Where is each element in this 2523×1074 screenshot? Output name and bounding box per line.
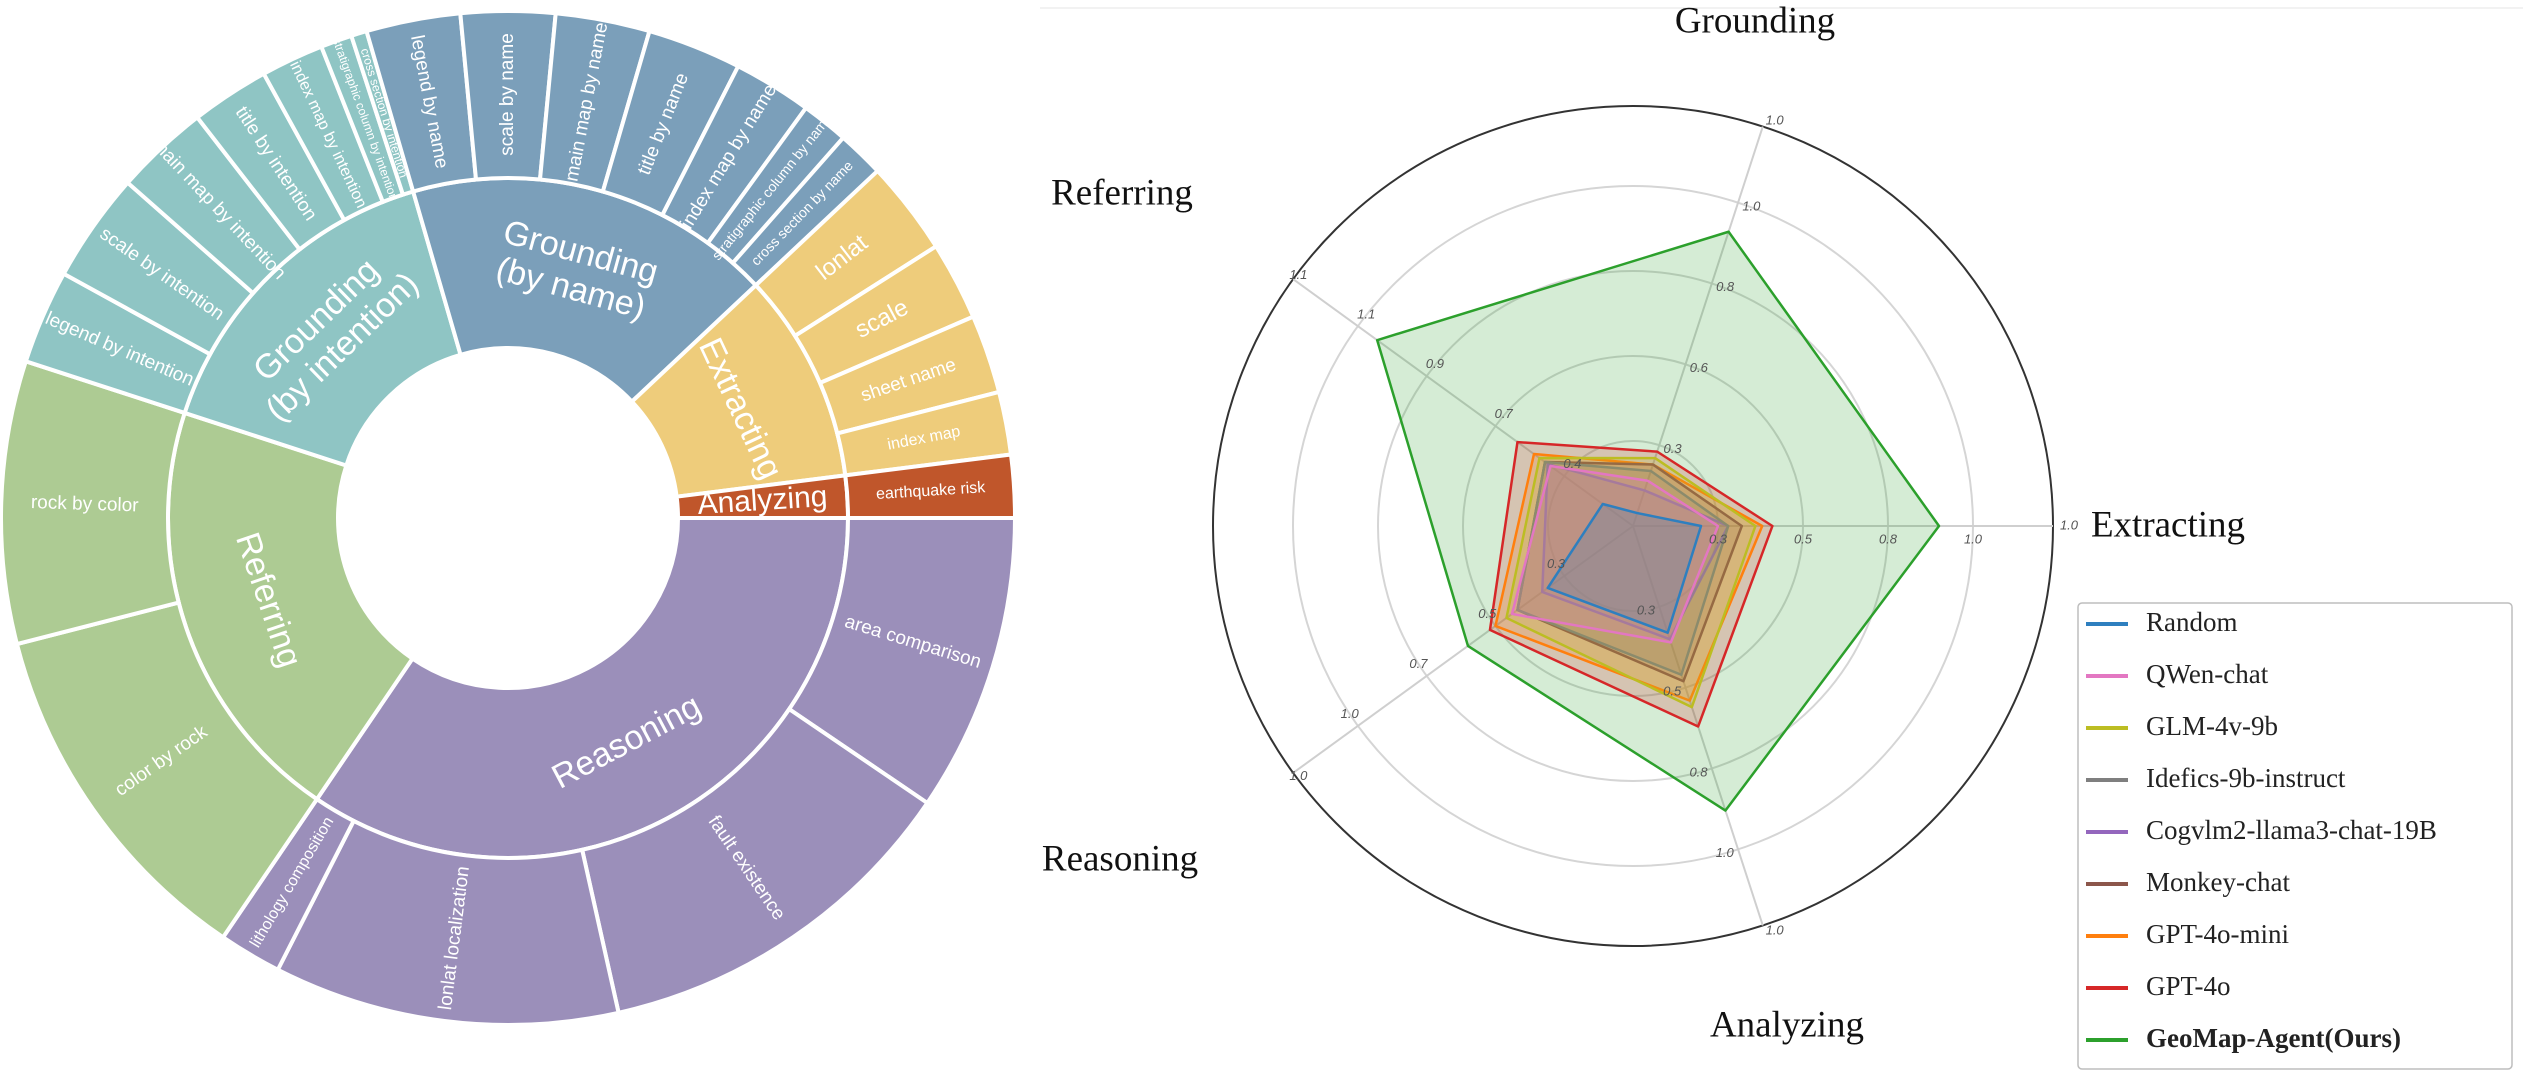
radar-tick-label: 0.5: [1794, 531, 1813, 546]
radar-tick-label: 1.0: [1716, 845, 1735, 860]
legend-label-geomap-agent-ours: GeoMap-Agent(Ours): [2146, 1023, 2401, 1053]
radar-tick-label: 0.3: [1664, 441, 1683, 456]
sunburst-inner-label-line: Analyzing: [696, 480, 828, 521]
legend-label-cogvlm2-llama3-chat-19b: Cogvlm2-llama3-chat-19B: [2146, 815, 2437, 845]
radar-tick-label: 0.8: [1716, 279, 1735, 294]
radar-series-qwen-chat: [1510, 464, 1720, 644]
radar-tick-label: 1.0: [2060, 517, 2079, 532]
radar-tick-label: 0.8: [1689, 764, 1708, 779]
radar-tick-label: 0.7: [1409, 656, 1428, 671]
radar-axis-label-grounding: Grounding: [1675, 0, 1835, 41]
radar-series-gpt-4o-mini: [1494, 452, 1764, 702]
radar-spoke-reasoning: [1292, 525, 1634, 774]
radar-tick-label: 1.0: [1766, 112, 1785, 127]
radar-axis-label-reasoning: Reasoning: [1042, 838, 1198, 879]
radar-axis-label-referring: Referring: [1051, 172, 1193, 213]
radar-tick-label: 1.0: [1964, 531, 1983, 546]
radar-spoke-grounding: [1632, 126, 1764, 527]
legend-label-monkey-chat: Monkey-chat: [2146, 867, 2290, 897]
sunburst-inner-label: Analyzing: [696, 480, 828, 521]
radar-tick-label: 1.1: [1357, 306, 1375, 321]
legend-label-idefics-9b-instruct: Idefics-9b-instruct: [2146, 763, 2346, 793]
radar-tick-label: 0.6: [1690, 360, 1709, 375]
radar-spoke-referring: [1292, 278, 1634, 527]
sunburst-outer-earthquake-risk: [843, 452, 1018, 520]
radar-series-geomap-agent-ours: [1375, 230, 1941, 812]
radar-chart: 0.3 0.5 0.8 1.0 1.0 0.3 0.6 0.8 1.0 1.0 0.4 0.7 0.9 1…: [1040, 0, 2523, 1045]
radar-tick-label: 1.0: [1766, 923, 1785, 938]
radar-tick-label: 0.8: [1879, 531, 1898, 546]
radar-series-glm-4v-9b: [1505, 456, 1757, 709]
legend-label-gpt-4o: GPT-4o: [2146, 971, 2231, 1001]
radar-tick-label: 0.3: [1637, 603, 1656, 618]
legend-label-random: Random: [2146, 607, 2238, 637]
radar-tick-label: 0.3: [1547, 556, 1566, 571]
sunburst-outer-label: scale by name: [497, 33, 518, 156]
radar-legend: Random QWen-chat GLM-4v-9b Idefics-9b-instr…: [2077, 602, 2513, 1070]
legend-label-glm-4v-9b: GLM-4v-9b: [2146, 711, 2278, 741]
legend-label-gpt-4o-mini: GPT-4o-mini: [2146, 919, 2289, 949]
radar-tick-label: 1.0: [1742, 198, 1761, 213]
radar-tick-label: 1.0: [1341, 706, 1360, 721]
radar-series-gpt-4o: [1488, 440, 1774, 728]
radar-tick-label: 1.0: [1289, 768, 1308, 783]
sunburst-outer-label: earthquake risk: [876, 479, 987, 503]
legend-label-qwen-chat: QWen-chat: [2146, 659, 2269, 689]
radar-tick-label: 0.7: [1495, 406, 1514, 421]
radar-axis-label-extracting: Extracting: [2091, 504, 2245, 545]
radar-tick-label: 0.4: [1563, 456, 1581, 471]
radar-tick-label: 0.5: [1663, 683, 1682, 698]
radar-tick-label: 1.1: [1289, 267, 1307, 282]
radar-tick-label: 0.3: [1709, 531, 1728, 546]
radar-axis-label-analyzing: Analyzing: [1710, 1004, 1864, 1045]
legend-box: [2077, 602, 2513, 1070]
radar-tick-label: 0.9: [1426, 356, 1444, 371]
radar-tick-label: 0.5: [1478, 606, 1497, 621]
sunburst-outer-label: rock by color: [31, 492, 140, 516]
radar-series-random: [1546, 502, 1703, 634]
